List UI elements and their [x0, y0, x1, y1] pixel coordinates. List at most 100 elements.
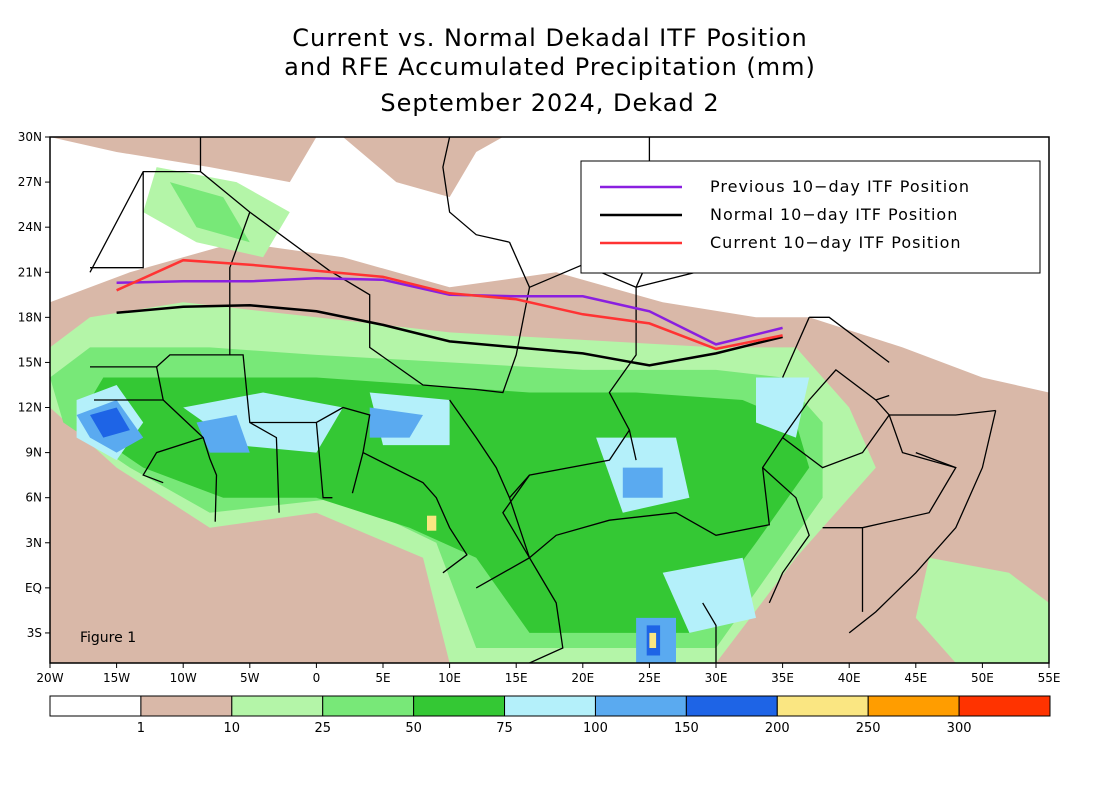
- lat-tick-label: 12N: [18, 401, 42, 415]
- itf-lines: [116, 258, 783, 367]
- title-line-1: Current vs. Normal Dekadal ITF Position: [292, 24, 808, 52]
- lat-tick-label: 6N: [25, 491, 42, 505]
- figure-label: Figure 1: [80, 630, 136, 646]
- precip-region-blue: [196, 415, 250, 453]
- lon-tick-label: 55E: [1038, 671, 1061, 685]
- lon-tick-label: 10W: [170, 671, 197, 685]
- boundary-line: [509, 474, 530, 499]
- lon-tick-label: 5W: [240, 671, 260, 685]
- boundary-line: [162, 399, 218, 522]
- boundary-line: [142, 436, 204, 484]
- itf-line-previous: [116, 277, 783, 346]
- lon-tick-label: 10E: [438, 671, 461, 685]
- precip-region-lightblue: [662, 557, 756, 633]
- colorbar-label: 1: [137, 721, 145, 736]
- lon-tick-label: 40E: [838, 671, 861, 685]
- colorbar-segment: [594, 695, 687, 717]
- boundary-line: [702, 602, 717, 663]
- title-line-2: and RFE Accumulated Precipitation (mm): [284, 53, 816, 81]
- lat-tick-label: 15N: [18, 355, 42, 369]
- axis-ticks: 30N 27N 24N 21N 18N 15N 12N 9N 6N 3N EQ 3S 20W 15W 10W…: [18, 130, 1061, 685]
- map-legend: Previous 10−day ITF Position Normal 10−da…: [580, 160, 1041, 274]
- legend-label-current: Current 10−day ITF Position: [710, 233, 962, 252]
- precip-region-green: [169, 182, 250, 243]
- colorbar: 1 10 25 50 75 100 150 200 250 300: [49, 695, 1051, 736]
- colorbar-label: 150: [674, 721, 699, 736]
- lon-tick-label: 35E: [771, 671, 794, 685]
- boundary-line: [249, 406, 371, 494]
- precip-region-yellow: [649, 632, 657, 648]
- boundary-line: [809, 316, 890, 363]
- lat-tick-label: 9N: [25, 446, 42, 460]
- lon-tick-label: 5E: [375, 671, 390, 685]
- boundary-line: [782, 317, 810, 378]
- colorbar-segment: [140, 695, 233, 717]
- lon-tick-label: 50E: [971, 671, 994, 685]
- colorbar-segment: [685, 695, 778, 717]
- boundary-line: [449, 399, 531, 559]
- colorbar-segment: [231, 695, 324, 717]
- colorbar-segment: [867, 695, 960, 717]
- colorbar-label: 100: [583, 721, 608, 736]
- precip-region-lightgreen: [915, 557, 1049, 663]
- legend-label-previous: Previous 10−day ITF Position: [710, 177, 970, 196]
- boundary-line: [782, 414, 890, 469]
- boundary-line: [442, 137, 510, 243]
- colorbar-label: 250: [856, 721, 881, 736]
- lat-tick-label: 27N: [18, 175, 42, 189]
- colorbar-label: 10: [224, 721, 241, 736]
- colorbar-segment: [49, 695, 142, 717]
- legend-box: [580, 160, 1041, 274]
- lon-tick-label: 20W: [36, 671, 63, 685]
- boundary-line: [475, 556, 564, 663]
- precip-region-lightblue: [756, 377, 810, 438]
- boundary-line: [875, 394, 890, 401]
- colorbar-label: 25: [314, 721, 331, 736]
- title-line-3: September 2024, Dekad 2: [380, 89, 720, 117]
- boundary-line: [915, 451, 957, 469]
- boundary-line: [889, 409, 996, 416]
- colorbar-label: 200: [765, 721, 790, 736]
- boundary-line: [762, 467, 810, 604]
- legend-label-normal: Normal 10−day ITF Position: [710, 205, 958, 224]
- boundary-line: [628, 429, 637, 461]
- precip-region-tan: [50, 137, 317, 183]
- colorbar-label: 300: [947, 721, 972, 736]
- colorbar-segment: [776, 695, 869, 717]
- lon-tick-label: 15E: [505, 671, 528, 685]
- colorbar-segment: [322, 695, 415, 717]
- lat-tick-label: 21N: [18, 265, 42, 279]
- colorbar-segment: [504, 695, 596, 717]
- colorbar-label: 50: [405, 721, 422, 736]
- boundary-line: [90, 171, 144, 269]
- boundary-line: [200, 171, 957, 612]
- colorbar-segment: [958, 695, 1051, 717]
- itf-line-normal: [116, 304, 783, 367]
- lat-tick-label: 30N: [18, 130, 42, 144]
- lat-tick-label: 18N: [18, 310, 42, 324]
- lat-tick-label: 3S: [27, 626, 42, 640]
- lat-tick-label: 3N: [25, 536, 42, 550]
- lon-tick-label: 45E: [904, 671, 927, 685]
- lon-tick-label: 0: [313, 671, 321, 685]
- lon-tick-label: 20E: [571, 671, 594, 685]
- lon-tick-label: 25E: [638, 671, 661, 685]
- itf-line-current: [116, 258, 783, 351]
- precip-region-yellow: [427, 515, 437, 531]
- boundary-line: [362, 452, 468, 574]
- boundary-line: [848, 410, 997, 634]
- boundary-line: [89, 137, 202, 273]
- lat-tick-label: EQ: [25, 581, 42, 595]
- precip-region-blue: [622, 467, 663, 498]
- lon-tick-label: 30E: [705, 671, 728, 685]
- map-frame: [49, 136, 1050, 664]
- lat-tick-label: 24N: [18, 220, 42, 234]
- precip-region-darkblue: [90, 407, 130, 438]
- lon-tick-label: 15W: [103, 671, 130, 685]
- precip-region-tan: [343, 137, 503, 198]
- colorbar-segment: [413, 695, 506, 717]
- boundary-line: [315, 422, 333, 499]
- colorbar-label: 75: [496, 721, 513, 736]
- precip-region-blue: [369, 407, 423, 438]
